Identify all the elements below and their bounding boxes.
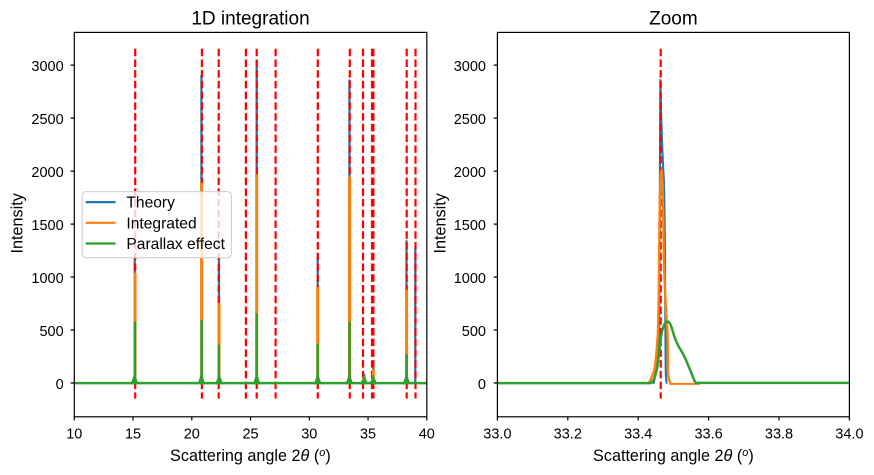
svg-text:500: 500: [462, 324, 486, 340]
svg-text:40: 40: [419, 426, 435, 442]
svg-text:0: 0: [478, 377, 486, 393]
svg-text:Intensity: Intensity: [432, 192, 450, 253]
svg-text:0: 0: [56, 377, 64, 393]
svg-text:1500: 1500: [31, 218, 63, 234]
svg-text:500: 500: [39, 324, 63, 340]
svg-text:33.2: 33.2: [554, 426, 582, 442]
svg-text:10: 10: [66, 426, 82, 442]
svg-text:Parallax effect: Parallax effect: [126, 236, 225, 253]
svg-text:15: 15: [125, 426, 141, 442]
svg-text:Theory: Theory: [126, 195, 175, 212]
svg-text:Integrated: Integrated: [126, 215, 196, 232]
svg-text:35: 35: [360, 426, 376, 442]
svg-text:2000: 2000: [31, 165, 63, 181]
svg-text:2000: 2000: [454, 165, 486, 181]
svg-text:33.6: 33.6: [694, 426, 722, 442]
svg-text:Zoom: Zoom: [649, 9, 698, 30]
svg-text:Scattering angle 2θ (o): Scattering angle 2θ (o): [170, 447, 331, 465]
svg-text:2500: 2500: [31, 112, 63, 128]
svg-text:33.0: 33.0: [483, 426, 511, 442]
svg-text:1000: 1000: [31, 271, 63, 287]
svg-text:2500: 2500: [454, 112, 486, 128]
svg-text:1500: 1500: [454, 218, 486, 234]
svg-text:33.4: 33.4: [624, 426, 652, 442]
svg-text:1D integration: 1D integration: [191, 9, 309, 30]
svg-text:34.0: 34.0: [835, 426, 863, 442]
svg-text:Intensity: Intensity: [9, 192, 27, 253]
svg-text:3000: 3000: [454, 59, 486, 75]
svg-text:30: 30: [301, 426, 317, 442]
svg-text:20: 20: [184, 426, 200, 442]
svg-text:33.8: 33.8: [765, 426, 793, 442]
svg-text:3000: 3000: [31, 59, 63, 75]
svg-text:Scattering angle 2θ (o): Scattering angle 2θ (o): [593, 447, 754, 465]
svg-text:1000: 1000: [454, 271, 486, 287]
svg-text:25: 25: [242, 426, 258, 442]
